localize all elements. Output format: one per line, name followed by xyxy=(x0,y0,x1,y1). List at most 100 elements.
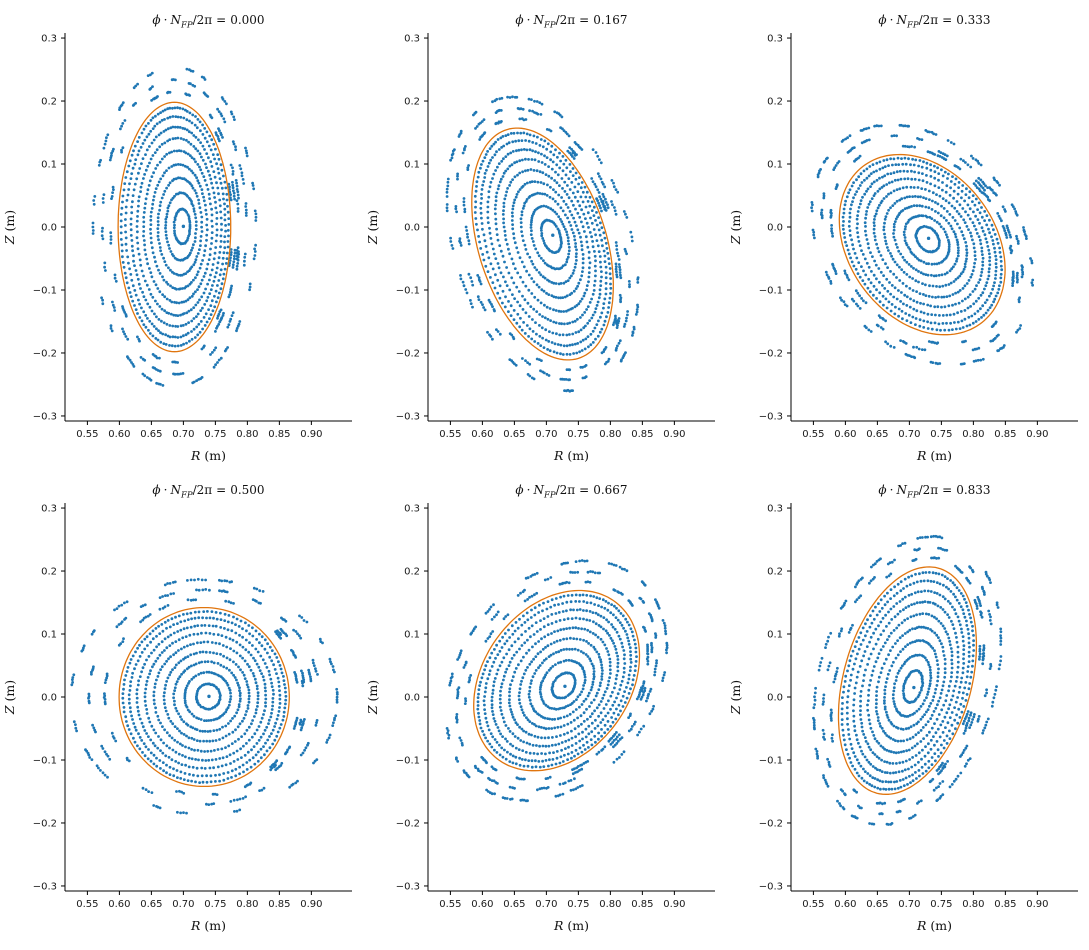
phase-value: 0.833 xyxy=(956,483,991,497)
x-tick-label: 0.65 xyxy=(140,899,162,910)
x-tick-label: 0.55 xyxy=(76,429,98,440)
x-tick-label: 0.60 xyxy=(108,429,130,440)
nfp-subscript: FP xyxy=(543,20,556,31)
x-tick-label: 0.60 xyxy=(471,429,493,440)
y-tick-label: −0.2 xyxy=(759,818,783,829)
over-two-pi: /2π xyxy=(918,483,939,497)
y-axis-label: Z (m) xyxy=(2,210,17,245)
cdot-symbol: · xyxy=(163,13,168,27)
phi-symbol: ϕ xyxy=(878,483,887,497)
phi-symbol: ϕ xyxy=(515,483,524,497)
field-line-points xyxy=(810,123,1035,366)
y-axis-label: Z (m) xyxy=(365,210,380,245)
boundary-surface-curve xyxy=(118,606,290,788)
cdot-symbol: · xyxy=(889,483,894,497)
boundary-surface-curve xyxy=(471,127,614,361)
equals-sign: = xyxy=(216,483,227,497)
x-tick-label: 0.80 xyxy=(599,429,621,440)
x-axis-label: R (m) xyxy=(553,918,589,933)
magnetic-axis-point xyxy=(551,233,555,237)
x-tick-label: 0.90 xyxy=(663,429,685,440)
x-tick-label: 0.80 xyxy=(236,899,258,910)
panel-title: ϕ · NFP/2π = 0.333 xyxy=(791,13,1078,30)
axes-spines xyxy=(427,33,715,422)
tick-labels: 0.55 0.60 0.65 0.70 0.75 0.80 0.85 0.90 0.3 0.2 0.… xyxy=(759,34,1049,440)
x-tick-label: 0.65 xyxy=(503,899,525,910)
x-tick-label: 0.90 xyxy=(663,899,685,910)
field-line-points xyxy=(91,67,258,387)
y-tick-label: 0.1 xyxy=(767,630,783,641)
y-tick-label: 0.2 xyxy=(404,97,420,108)
x-tick-label: 0.90 xyxy=(300,429,322,440)
poincare-plot: 0.55 0.60 0.65 0.70 0.75 0.80 0.85 0.90 0.3 0.2 0.… xyxy=(2,503,352,933)
x-tick-label: 0.85 xyxy=(268,899,290,910)
y-tick-label: −0.3 xyxy=(33,411,57,422)
equals-sign: = xyxy=(579,483,590,497)
poincare-panel-0: ϕ · NFP/2π = 0.000 0.55 0.60 0.65 0.70 0.75 0.80 0… xyxy=(0,6,363,476)
x-tick-label: 0.85 xyxy=(268,429,290,440)
phase-value: 0.333 xyxy=(956,13,991,27)
nfp-symbol: N xyxy=(533,483,544,497)
x-tick-label: 0.65 xyxy=(866,899,888,910)
y-tick-label: 0.0 xyxy=(41,223,57,234)
x-tick-label: 0.70 xyxy=(172,899,194,910)
axis-ticks xyxy=(61,37,312,425)
y-tick-label: 0.3 xyxy=(41,504,57,515)
x-axis-label: R (m) xyxy=(190,918,226,933)
x-tick-label: 0.75 xyxy=(930,899,952,910)
x-tick-label: 0.70 xyxy=(535,429,557,440)
y-tick-label: 0.0 xyxy=(767,223,783,234)
cdot-symbol: · xyxy=(526,483,531,497)
tick-labels: 0.55 0.60 0.65 0.70 0.75 0.80 0.85 0.90 0.3 0.2 0.… xyxy=(33,34,323,440)
nfp-subscript: FP xyxy=(543,490,556,501)
nfp-symbol: N xyxy=(896,483,907,497)
y-axis-label: Z (m) xyxy=(728,210,743,245)
nfp-symbol: N xyxy=(170,483,181,497)
axis-ticks xyxy=(787,37,1038,425)
y-tick-label: −0.1 xyxy=(759,285,783,296)
magnetic-axis-point xyxy=(926,236,931,241)
nfp-subscript: FP xyxy=(906,20,919,31)
magnetic-axis-point xyxy=(912,685,916,690)
x-tick-label: 0.55 xyxy=(76,899,98,910)
field-line-points xyxy=(445,559,669,803)
y-tick-label: 0.3 xyxy=(404,504,420,515)
y-tick-label: 0.0 xyxy=(404,223,420,234)
x-tick-label: 0.80 xyxy=(236,429,258,440)
x-tick-label: 0.75 xyxy=(204,429,226,440)
nfp-subscript: FP xyxy=(180,20,193,31)
x-axis-label: R (m) xyxy=(190,448,226,463)
x-tick-label: 0.75 xyxy=(567,429,589,440)
axis-ticks xyxy=(424,507,675,895)
y-tick-label: −0.2 xyxy=(33,348,57,359)
nfp-subscript: FP xyxy=(180,490,193,501)
cdot-symbol: · xyxy=(889,13,894,27)
poincare-panel-2: ϕ · NFP/2π = 0.333 0.55 0.60 0.65 0.70 0.75 0.80 0… xyxy=(726,6,1089,476)
y-axis-label: Z (m) xyxy=(2,680,17,715)
poincare-plot: 0.55 0.60 0.65 0.70 0.75 0.80 0.85 0.90 0.3 0.2 0.… xyxy=(365,503,715,933)
x-tick-label: 0.70 xyxy=(535,899,557,910)
poincare-panel-5: ϕ · NFP/2π = 0.833 0.55 0.60 0.65 0.70 0.75 0.80 0… xyxy=(726,476,1089,946)
panel-title: ϕ · NFP/2π = 0.833 xyxy=(791,483,1078,500)
x-tick-label: 0.55 xyxy=(802,899,824,910)
poincare-plot: 0.55 0.60 0.65 0.70 0.75 0.80 0.85 0.90 0.3 0.2 0.… xyxy=(2,33,352,463)
nfp-symbol: N xyxy=(533,13,544,27)
magnetic-axis-point xyxy=(207,694,211,699)
x-tick-label: 0.80 xyxy=(962,429,984,440)
tick-labels: 0.55 0.60 0.65 0.70 0.75 0.80 0.85 0.90 0.3 0.2 0.… xyxy=(33,504,323,910)
x-tick-label: 0.60 xyxy=(108,899,130,910)
nfp-symbol: N xyxy=(896,13,907,27)
x-axis-label: R (m) xyxy=(553,448,589,463)
y-axis-label: Z (m) xyxy=(365,680,380,715)
y-tick-label: 0.2 xyxy=(404,567,420,578)
y-tick-label: 0.1 xyxy=(767,160,783,171)
x-axis-label: R (m) xyxy=(916,448,952,463)
x-tick-label: 0.85 xyxy=(631,429,653,440)
x-tick-label: 0.85 xyxy=(994,429,1016,440)
x-tick-label: 0.75 xyxy=(930,429,952,440)
x-tick-label: 0.55 xyxy=(439,899,461,910)
y-tick-label: −0.3 xyxy=(33,881,57,892)
y-tick-label: −0.3 xyxy=(396,411,420,422)
x-tick-label: 0.60 xyxy=(834,429,856,440)
x-tick-label: 0.80 xyxy=(599,899,621,910)
